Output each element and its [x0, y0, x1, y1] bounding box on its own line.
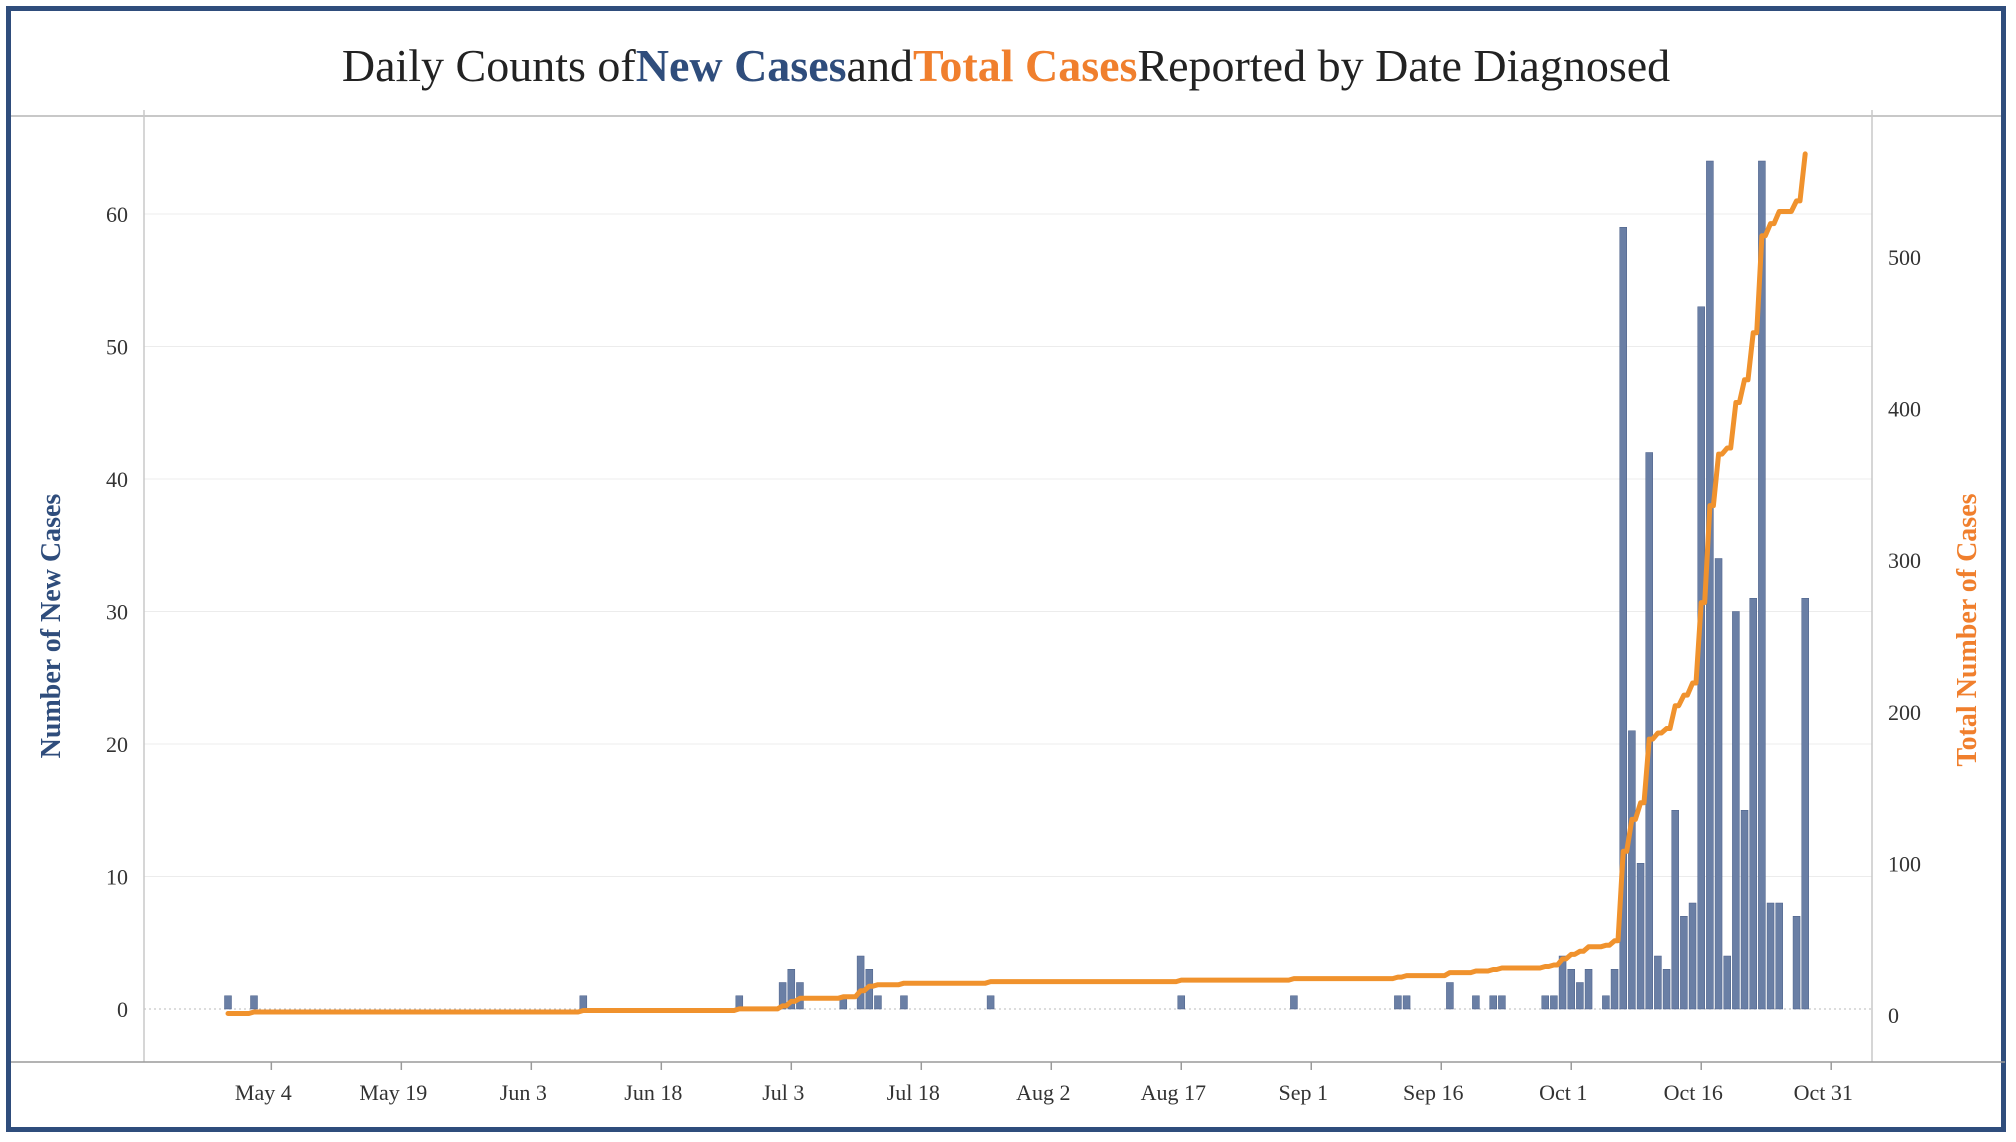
- y-axis-left-title: Number of New Cases: [36, 494, 67, 759]
- new-cases-bar: [1766, 902, 1775, 1010]
- title-divider: [11, 115, 2001, 117]
- title-part-3: Reported by Date Diagnosed: [1137, 39, 1671, 91]
- new-cases-bar: [796, 982, 804, 1010]
- new-cases-bar: [1472, 995, 1480, 1010]
- new-cases-bar: [1723, 955, 1731, 1010]
- new-cases-bar: [1619, 227, 1627, 1010]
- x-tick-label: Oct 1: [1539, 1080, 1587, 1105]
- new-cases-bar: [1541, 995, 1549, 1010]
- new-cases-bar: [1645, 452, 1653, 1010]
- new-cases-bar: [1680, 916, 1688, 1010]
- y-tick-left-label: 40: [106, 467, 128, 492]
- x-tick-label: Jun 18: [624, 1080, 682, 1105]
- new-cases-bar: [224, 995, 232, 1010]
- new-cases-bar: [778, 982, 787, 1010]
- new-cases-bars: [224, 160, 1809, 1010]
- title-part-1: Daily Counts of: [341, 39, 636, 91]
- chart-frame: Daily Counts of New Cases and Total Case…: [6, 6, 2006, 1132]
- y-tick-left-label: 50: [106, 335, 128, 360]
- new-cases-bar: [1290, 995, 1298, 1010]
- new-cases-bar: [1550, 995, 1558, 1010]
- new-cases-bar: [874, 995, 882, 1010]
- new-cases-bar: [1610, 969, 1619, 1010]
- new-cases-bar: [250, 995, 258, 1010]
- new-cases-bar: [1801, 598, 1809, 1010]
- y-tick-left-label: 10: [106, 865, 128, 890]
- y-axis-right-title: Total Number of Cases: [1952, 493, 1983, 766]
- new-cases-bar: [1749, 598, 1757, 1010]
- y-tick-left-label: 20: [106, 732, 128, 757]
- new-cases-bar: [1792, 916, 1801, 1010]
- new-cases-bar: [1558, 955, 1567, 1010]
- new-cases-bar: [1489, 995, 1497, 1010]
- title-part-2: and: [846, 39, 913, 91]
- new-cases-bar: [1602, 995, 1610, 1010]
- total-cases-line-path: [225, 151, 1808, 1016]
- new-cases-bar: [1576, 982, 1584, 1010]
- axes: [11, 110, 2005, 1070]
- new-cases-bar: [1177, 995, 1186, 1010]
- new-cases-bar: [900, 995, 908, 1010]
- new-cases-bar: [1758, 160, 1766, 1010]
- y-tick-right-label: 0: [1888, 1003, 1899, 1028]
- new-cases-bar: [1446, 982, 1454, 1010]
- new-cases-bar: [1628, 730, 1636, 1010]
- new-cases-bar: [1394, 995, 1402, 1010]
- total-cases-line: [225, 151, 1808, 1016]
- new-cases-bar: [1402, 995, 1411, 1010]
- new-cases-bar: [986, 995, 995, 1010]
- new-cases-bar: [1662, 969, 1671, 1010]
- y-tick-right-label: 300: [1888, 548, 1921, 573]
- x-tick-label: Sep 16: [1403, 1080, 1464, 1105]
- x-tick-label: Aug 2: [1016, 1080, 1070, 1105]
- y-tick-left-label: 30: [106, 600, 128, 625]
- x-tick-label: Aug 17: [1141, 1080, 1206, 1105]
- y-tick-right-label: 100: [1888, 851, 1921, 876]
- new-cases-bar: [787, 969, 796, 1010]
- y-tick-right-label: 200: [1888, 700, 1921, 725]
- new-cases-bar: [1671, 810, 1679, 1010]
- gridlines: [144, 213, 1872, 1010]
- x-tick-label: Sep 1: [1279, 1080, 1329, 1105]
- x-tick-label: Oct 16: [1664, 1080, 1723, 1105]
- x-tick-label: Jun 3: [500, 1080, 547, 1105]
- x-tick-label: May 4: [235, 1080, 292, 1105]
- new-cases-bar: [1654, 955, 1662, 1010]
- title-new-cases: New Cases: [635, 39, 847, 91]
- new-cases-bar: [856, 955, 865, 1010]
- new-cases-bar: [1498, 995, 1506, 1010]
- chart-title: Daily Counts of New Cases and Total Case…: [11, 11, 2001, 119]
- x-tick-label: Oct 31: [1794, 1080, 1853, 1105]
- axis-labels: 0 10 20 30 40 50 60 0 100 200 300 400 500 May 4 May 19…: [36, 202, 1983, 1105]
- new-cases-bar: [1636, 863, 1645, 1010]
- title-total-cases: Total Cases: [912, 39, 1138, 91]
- new-cases-bar: [1775, 902, 1783, 1010]
- new-cases-bar: [1740, 810, 1749, 1010]
- y-tick-right-label: 500: [1888, 245, 1921, 270]
- x-tick-label: Jul 18: [887, 1080, 940, 1105]
- x-tick-label: May 19: [359, 1080, 427, 1105]
- new-cases-bar: [1714, 558, 1723, 1010]
- new-cases-bar: [1732, 611, 1740, 1010]
- y-tick-right-label: 400: [1888, 397, 1921, 422]
- x-tick-label: Jul 3: [762, 1080, 804, 1105]
- new-cases-bar: [1688, 902, 1697, 1010]
- y-tick-left-label: 0: [117, 997, 128, 1022]
- new-cases-bar: [1567, 969, 1575, 1010]
- y-tick-left-label: 60: [106, 202, 128, 227]
- new-cases-bar: [579, 995, 588, 1010]
- new-cases-bar: [1584, 969, 1593, 1010]
